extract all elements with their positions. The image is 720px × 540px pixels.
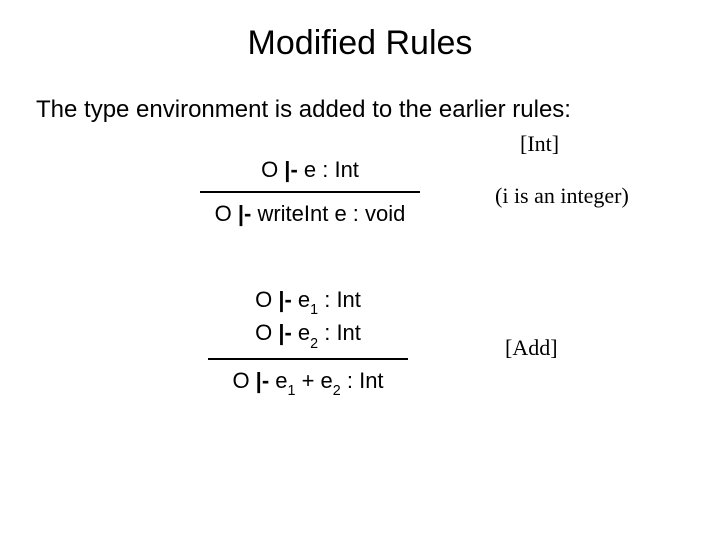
intro-text: The type environment is added to the ear… bbox=[0, 63, 720, 125]
add-c-e1: e bbox=[275, 368, 287, 393]
add-premise-1: O |- e1 : Int bbox=[208, 285, 408, 318]
add-p1-sub: 1 bbox=[310, 302, 318, 318]
int-premise-rest: e : Int bbox=[304, 157, 359, 182]
add-c-ts: |- bbox=[256, 368, 276, 393]
int-label-bottom: (i is an integer) bbox=[495, 183, 629, 209]
int-concl-o: O bbox=[215, 201, 238, 226]
int-concl-turnstile: |- bbox=[238, 201, 258, 226]
int-rule: O |- e : Int O |- writeInt e : void bbox=[200, 155, 420, 229]
add-p2-e: e bbox=[298, 320, 310, 345]
add-c-s1: 1 bbox=[288, 383, 296, 399]
add-c-o: O bbox=[232, 368, 255, 393]
add-p1-ts: |- bbox=[278, 287, 298, 312]
add-p2-ts: |- bbox=[278, 320, 298, 345]
add-p1-o: O bbox=[255, 287, 278, 312]
add-rule: O |- e1 : Int O |- e2 : Int O |- e1 + e2… bbox=[208, 285, 408, 399]
add-p2-sub: 2 bbox=[310, 336, 318, 352]
add-premise-2: O |- e2 : Int bbox=[208, 318, 408, 351]
add-c-e2: e bbox=[321, 368, 333, 393]
add-rule-line bbox=[208, 358, 408, 360]
add-p2-post: : Int bbox=[318, 320, 361, 345]
add-c-post: : Int bbox=[341, 368, 384, 393]
int-turnstile: |- bbox=[284, 157, 304, 182]
add-c-s2: 2 bbox=[333, 383, 341, 399]
int-concl-rest: writeInt e : void bbox=[257, 201, 405, 226]
page-title: Modified Rules bbox=[0, 0, 720, 63]
add-c-plus: + bbox=[295, 368, 320, 393]
int-label-top: [Int] bbox=[520, 131, 559, 157]
int-premise: O |- e : Int bbox=[200, 155, 420, 185]
add-conclusion: O |- e1 + e2 : Int bbox=[208, 366, 408, 399]
int-premise-o: O bbox=[261, 157, 284, 182]
add-p1-post: : Int bbox=[318, 287, 361, 312]
add-p1-e: e bbox=[298, 287, 310, 312]
int-conclusion: O |- writeInt e : void bbox=[200, 199, 420, 229]
int-rule-line bbox=[200, 191, 420, 193]
add-label: [Add] bbox=[505, 335, 558, 361]
add-p2-o: O bbox=[255, 320, 278, 345]
rules-area: O |- e : Int O |- writeInt e : void [Int… bbox=[0, 125, 720, 465]
